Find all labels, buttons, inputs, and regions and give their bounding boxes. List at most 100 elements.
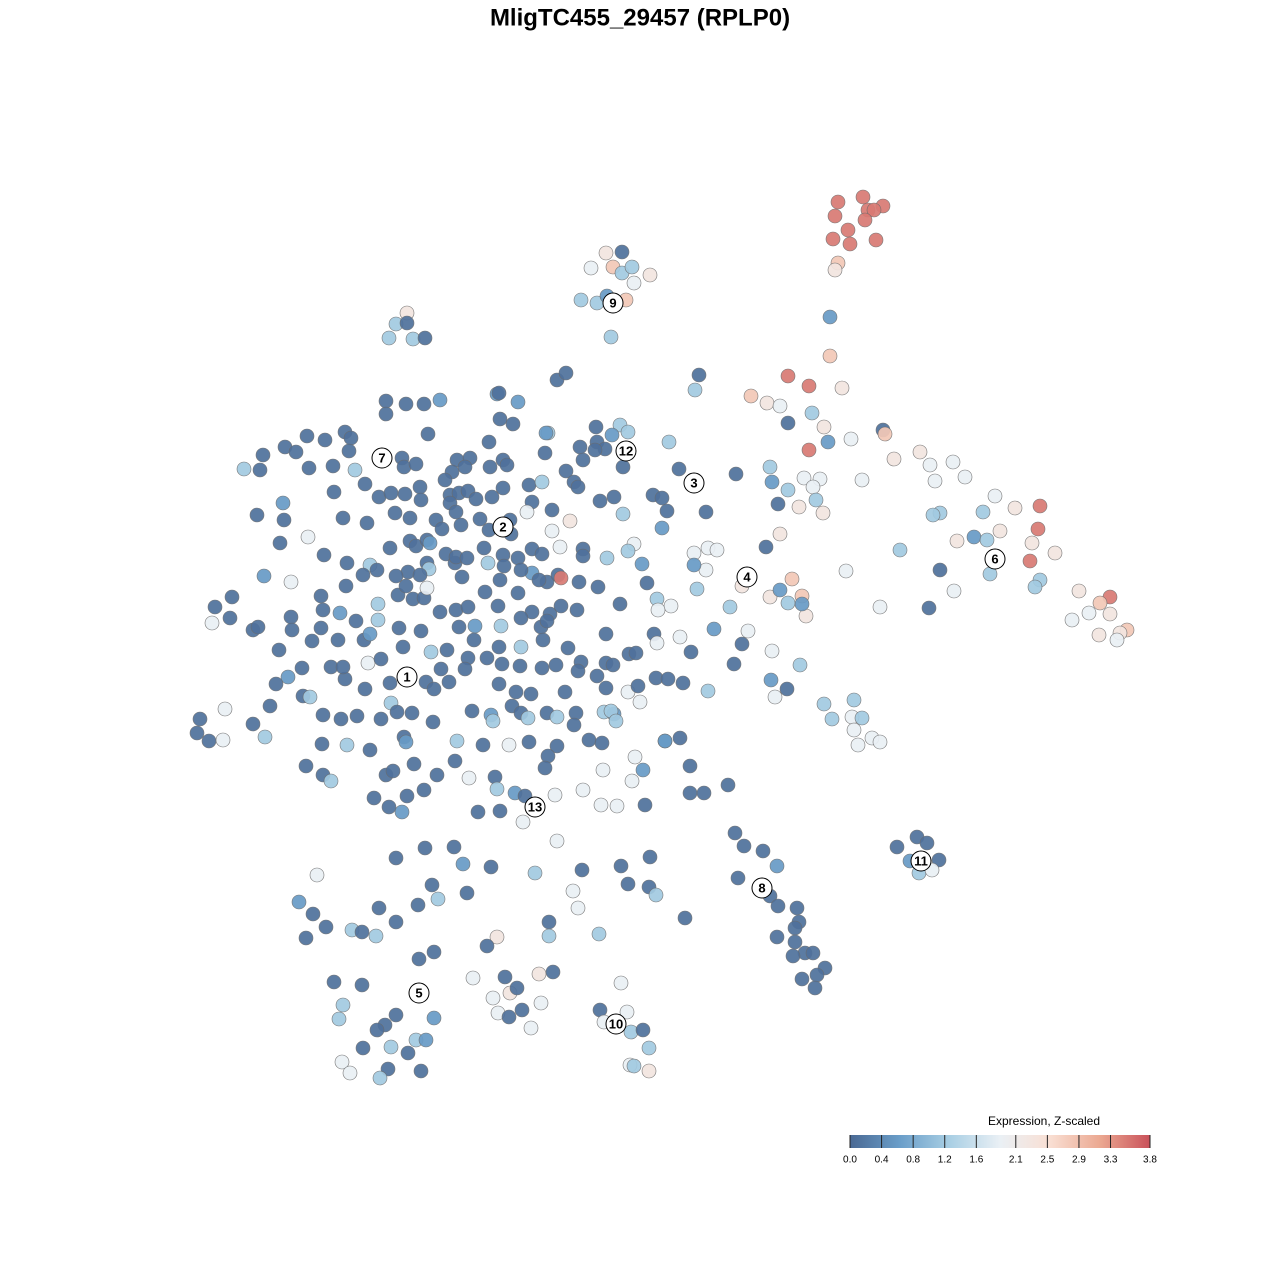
point <box>523 1020 539 1036</box>
point <box>492 411 508 427</box>
point <box>326 974 342 990</box>
point <box>426 681 442 697</box>
point <box>779 681 795 697</box>
point <box>383 1039 399 1055</box>
cluster-label-marker <box>736 566 758 588</box>
point <box>866 202 882 218</box>
point <box>557 684 573 700</box>
point <box>635 762 651 778</box>
point <box>945 454 961 470</box>
cluster-label-marker <box>396 666 418 688</box>
point <box>682 758 698 774</box>
point <box>827 262 843 278</box>
point <box>355 567 371 583</box>
point <box>357 476 373 492</box>
point <box>513 639 529 655</box>
point <box>657 733 673 749</box>
point <box>573 292 589 308</box>
point <box>491 676 507 692</box>
point <box>477 584 493 600</box>
point <box>572 439 588 455</box>
cluster-label: 3 <box>690 475 697 490</box>
point <box>382 540 398 556</box>
point <box>355 1040 371 1056</box>
point <box>417 330 433 346</box>
point <box>830 194 846 210</box>
point <box>808 492 824 508</box>
cluster-label-marker <box>605 1013 627 1035</box>
point <box>769 858 785 874</box>
point <box>493 618 509 634</box>
colorbar-tick-label: 3.3 <box>1104 1155 1118 1166</box>
point <box>553 570 569 586</box>
point <box>623 1024 639 1040</box>
point <box>604 427 620 443</box>
point <box>628 645 644 661</box>
point <box>204 615 220 631</box>
point <box>992 523 1008 539</box>
point <box>337 671 353 687</box>
point <box>489 929 505 945</box>
point <box>391 620 407 636</box>
point <box>323 773 339 789</box>
point <box>548 657 564 673</box>
cluster-label-marker <box>683 472 705 494</box>
point <box>283 609 299 625</box>
point <box>758 539 774 555</box>
point <box>318 919 334 935</box>
point <box>592 493 608 509</box>
point <box>280 669 296 685</box>
point <box>672 730 688 746</box>
point <box>255 447 271 463</box>
point <box>728 466 744 482</box>
point <box>593 797 609 813</box>
cluster-label-marker <box>910 850 932 872</box>
point <box>687 382 703 398</box>
point <box>495 480 511 496</box>
point <box>767 689 783 705</box>
point <box>300 529 316 545</box>
point <box>549 833 565 849</box>
point <box>932 562 948 578</box>
point <box>789 900 805 916</box>
point <box>764 474 780 490</box>
point <box>426 1010 442 1026</box>
chart-title: MligTC455_29457 (RPLP0) <box>490 4 790 31</box>
point <box>872 599 888 615</box>
point <box>513 562 529 578</box>
point <box>987 488 1003 504</box>
point <box>780 368 796 384</box>
point <box>675 675 691 691</box>
point <box>399 315 415 331</box>
point <box>325 458 341 474</box>
point <box>595 762 611 778</box>
point <box>562 513 578 529</box>
point <box>482 459 498 475</box>
point <box>388 914 404 930</box>
point <box>378 393 394 409</box>
point <box>736 838 752 854</box>
point <box>304 633 320 649</box>
point <box>520 710 536 726</box>
point <box>483 859 499 875</box>
colorbar-tick-label: 1.6 <box>969 1155 983 1166</box>
point <box>426 944 442 960</box>
point <box>922 457 938 473</box>
point <box>479 650 495 666</box>
point <box>794 596 810 612</box>
point <box>868 232 884 248</box>
point <box>649 635 665 651</box>
point <box>763 672 779 688</box>
cluster-label-marker <box>602 292 624 314</box>
point <box>822 309 838 325</box>
point <box>677 910 693 926</box>
point <box>683 644 699 660</box>
point <box>331 1011 347 1027</box>
point <box>370 612 386 628</box>
point <box>624 259 640 275</box>
point <box>412 479 428 495</box>
point <box>706 621 722 637</box>
point <box>252 462 268 478</box>
point <box>609 798 625 814</box>
